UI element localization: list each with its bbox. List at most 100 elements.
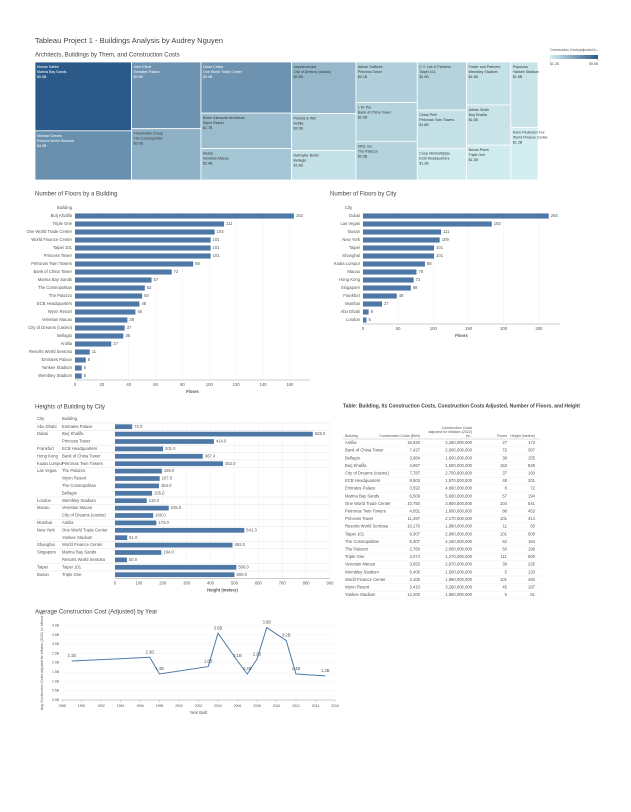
x-tick-label: 100 [206, 382, 214, 387]
y-tick-label: Marina Bay Sands [62, 550, 96, 555]
x-tick-label: 300 [183, 581, 191, 586]
x-tick-label: 200 [500, 326, 508, 331]
bar [75, 349, 90, 355]
x-tick-label: 0 [114, 581, 117, 586]
value-label: 72 [174, 269, 179, 274]
y-tick-label: Antilia [61, 341, 73, 346]
y-tick-label: Singapore [341, 285, 361, 290]
bar [115, 498, 147, 504]
bar [75, 229, 215, 235]
x-axis-title: Height (meters) [207, 588, 238, 593]
value-label: 500.0 [236, 572, 247, 577]
treemap-label: $1.3B [419, 162, 429, 166]
x-tick-label: 2004 [214, 704, 222, 708]
treemap-label: Venetian Macao [203, 156, 229, 160]
value-label: 184.0 [161, 483, 172, 488]
table-cell: 4,960,000,000 [445, 486, 472, 491]
table-cell: 3,410 [410, 585, 421, 590]
y-tick-label: The Palazzo [62, 468, 86, 473]
value-label: 8 [88, 357, 91, 362]
bar [115, 490, 153, 496]
table-cell: 187 [528, 585, 536, 590]
group-label: Abu Dhabi [37, 424, 57, 429]
x-tick-label: 20 [100, 382, 105, 387]
y-tick-label: Burj Khalifa [51, 213, 73, 218]
value-label: 68 [413, 285, 418, 290]
treemap-cell [291, 113, 357, 151]
bar [115, 572, 235, 578]
table-cell: 3,984 [410, 455, 421, 460]
table-cell: Venetian Macao [345, 562, 376, 567]
table-cell: 184 [528, 539, 536, 544]
treemap-label: Adrian Smith [469, 108, 490, 112]
value-label: 57 [154, 277, 159, 282]
bar [363, 237, 440, 243]
y-tick-label: 2.5B [52, 651, 60, 655]
y-tick-label: Wembley Stadium [62, 498, 96, 503]
y-tick-label: Yankee Stadium [62, 535, 93, 540]
y-tick-label: One World Trade Center [26, 229, 72, 234]
value-label: 5 [84, 365, 87, 370]
y-tick-label: ECB Headquarters [62, 446, 97, 451]
bar [75, 261, 194, 267]
treemap-label: One World Trade Center [203, 70, 243, 74]
table-cell: 101 [500, 516, 508, 521]
x-tick-label: 140 [260, 382, 268, 387]
value-label: 101 [213, 253, 221, 258]
table-cell: 2,750,000,000 [445, 471, 472, 476]
treemap-label: $2.0B [419, 75, 429, 79]
y-tick-label: Emirates Palace [42, 357, 73, 362]
y-tick-label: Princess Tower [44, 253, 73, 258]
treemap-label: Kohn Pedersen Fox [513, 131, 545, 135]
x-tick-label: 2006 [234, 704, 242, 708]
x-tick-label: 900 [327, 581, 335, 586]
x-tick-label: 2000 [175, 704, 183, 708]
table-cell: 8,307 [410, 539, 421, 544]
table-cell: The Palazzo [345, 547, 369, 552]
table-cell: 508 [528, 531, 536, 536]
treemap-label: Burj Khalifa [469, 113, 487, 117]
y-tick-label: Petronas Twin Towers [62, 461, 103, 466]
bar [75, 253, 211, 259]
group-label: New York [37, 527, 56, 532]
table-cell: 541 [528, 501, 536, 506]
value-label: 173.0 [158, 520, 169, 525]
x-tick-label: 0 [362, 326, 365, 331]
table-cell: Wynn Resort [345, 585, 370, 590]
y-tick-label: 1.0B [52, 679, 60, 683]
treemap-label: Moshe Safdie [37, 65, 59, 69]
table-cell: 452 [528, 509, 536, 514]
bar [363, 221, 492, 227]
table-cell: 828 [528, 463, 536, 468]
table-cell: 27 [502, 440, 507, 445]
value-label: 1.4B [243, 666, 252, 671]
table-cell: 2,000,000,000 [445, 547, 472, 552]
value-label: 5 [369, 317, 372, 322]
value-label: 367.4 [205, 453, 216, 458]
bar [363, 285, 411, 291]
treemap-label: Perkins & Will [294, 117, 316, 121]
value-label: 264 [551, 213, 559, 218]
y-tick-label: Busan [348, 229, 361, 234]
treemap-label: City of Dreams (casino) [294, 70, 332, 74]
x-tick-label: 400 [207, 581, 215, 586]
group-label: Mumbai [37, 520, 52, 525]
bar [75, 293, 143, 299]
table-cell: 225 [528, 562, 536, 567]
y-tick-label: London [346, 317, 361, 322]
table-cell: 367 [528, 448, 536, 453]
table-cell: 2,980,000,000 [445, 531, 472, 536]
x-tick-label: 60 [153, 382, 158, 387]
y-tick-label: 2.0B [52, 661, 60, 665]
legend-scale [550, 55, 598, 59]
x-tick-label: 2012 [292, 704, 300, 708]
treemap-cell [466, 61, 512, 106]
group-label: Dubai [37, 431, 48, 436]
table-cell: 414 [528, 516, 536, 521]
y-axis-title: Avg. Construction Costs adjusted for inf… [40, 612, 44, 710]
bar [115, 550, 162, 555]
line-series [71, 626, 326, 677]
table-cell: 39 [502, 562, 507, 567]
x-tick-label: 1988 [58, 704, 66, 708]
table-cell: 1,600,000,000 [445, 509, 472, 514]
